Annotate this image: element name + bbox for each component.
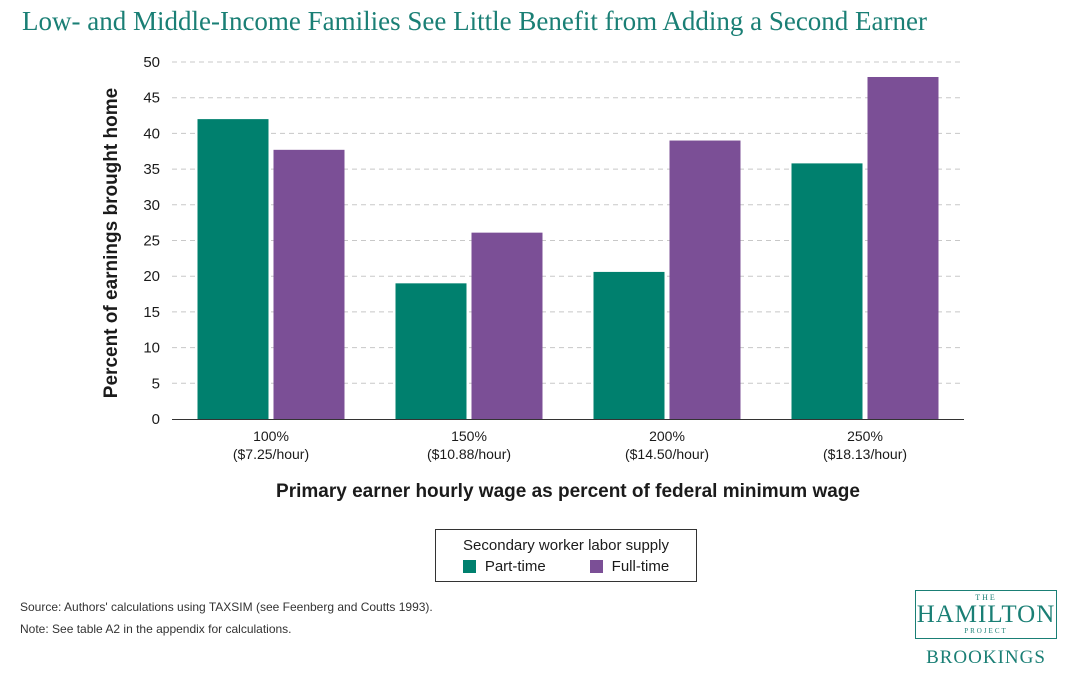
bar-chart: 0 5 10 15 20 25 30 35 40 45 50 100% ($7.25/hour) 150… — [101, 54, 964, 462]
y-tick-label-10: 10 — [143, 340, 160, 357]
x-axis-ticks: 100% ($7.25/hour) 150% ($10.88/hour) 200% ($1… — [233, 428, 907, 462]
y-tick-label-35: 35 — [143, 161, 160, 178]
y-tick-label-40: 40 — [143, 125, 160, 142]
bar-part-time-3 — [791, 163, 863, 419]
legend-swatch-full-time — [589, 560, 603, 573]
legend-label-full-time: Full-time — [611, 558, 670, 575]
legend-item-part-time: Part-time — [462, 558, 546, 575]
y-tick-label-0: 0 — [152, 411, 160, 428]
legend-item-full-time: Full-time — [589, 558, 670, 575]
footnote: Note: See table A2 in the appendix for c… — [20, 622, 292, 636]
bar-full-time-2 — [669, 140, 741, 420]
logo-brookings: BROOKINGS — [926, 647, 1046, 668]
logo-the: THE — [975, 593, 997, 602]
bar-full-time-1 — [471, 232, 543, 419]
chart-title: Low- and Middle-Income Families See Litt… — [22, 6, 928, 36]
logo-hamilton: HAMILTON — [916, 601, 1056, 628]
bar-full-time-3 — [867, 76, 939, 419]
bar-part-time-2 — [593, 271, 665, 419]
y-tick-label-30: 30 — [143, 197, 160, 214]
x-tick-label-0: 100% ($7.25/hour) — [233, 428, 309, 462]
bar-full-time-0 — [273, 149, 345, 419]
bars — [197, 76, 939, 420]
logo-project: PROJECT — [964, 627, 1008, 635]
legend: Secondary worker labor supply Part-time … — [435, 529, 697, 582]
y-tick-label-15: 15 — [143, 304, 160, 321]
x-tick-label-1: 150% ($10.88/hour) — [427, 428, 511, 462]
legend-swatch-part-time — [462, 560, 476, 573]
y-tick-label-5: 5 — [152, 375, 160, 392]
x-axis-label: Primary earner hourly wage as percent of… — [276, 481, 860, 502]
y-tick-label-20: 20 — [143, 268, 160, 285]
legend-label-part-time: Part-time — [484, 558, 546, 575]
x-tick-label-2: 200% ($14.50/hour) — [625, 428, 709, 462]
bar-part-time-0 — [197, 119, 269, 420]
y-tick-label-50: 50 — [143, 54, 160, 71]
hamilton-project-logo: THE HAMILTON PROJECT — [915, 590, 1057, 639]
y-tick-label-45: 45 — [143, 90, 160, 107]
y-tick-label-25: 25 — [143, 233, 160, 250]
hamilton-brookings-logo: THE HAMILTON PROJECT BROOKINGS — [912, 590, 1060, 669]
legend-title: Secondary worker labor supply — [463, 537, 669, 554]
bar-part-time-1 — [395, 283, 467, 419]
x-tick-label-3: 250% ($18.13/hour) — [823, 428, 907, 462]
source-note: Source: Authors' calculations using TAXS… — [20, 600, 433, 614]
y-axis-label: Percent of earnings brought home — [101, 88, 122, 398]
y-axis-ticks: 0 5 10 15 20 25 30 35 40 45 50 — [143, 54, 160, 428]
